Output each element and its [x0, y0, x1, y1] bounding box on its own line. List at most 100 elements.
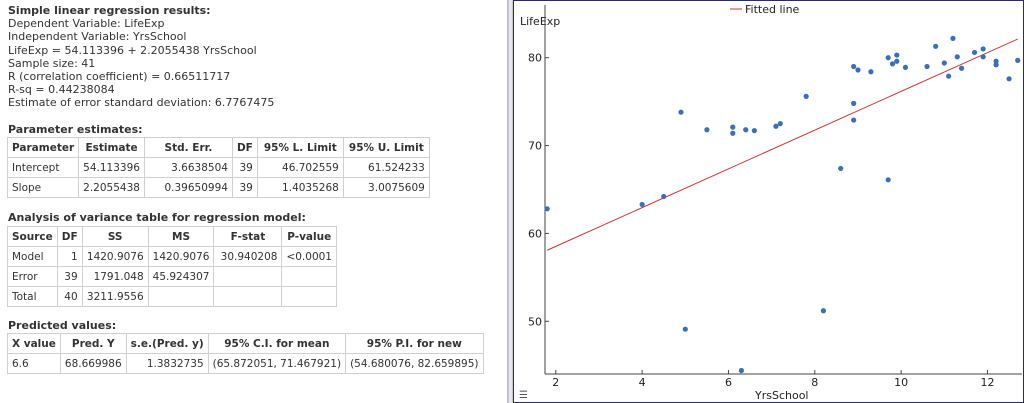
pane-splitter[interactable] [508, 0, 513, 403]
col-header: F-stat [213, 226, 283, 247]
scatter-plot: Fitted line LifeExp YrsSchool 2 4 6 8 10 12 50… [520, 3, 1022, 402]
data-point [1015, 57, 1021, 63]
table-header-row: Parameter Estimate Std. Err. DF 95% L. L… [6, 137, 430, 158]
table-header-row: Source DF SS MS F-stat P-value [7, 226, 337, 247]
data-point [661, 193, 667, 200]
data-point [855, 67, 861, 73]
col-header: Pred. Y [59, 333, 127, 354]
data-point [851, 63, 857, 70]
table-cell: 39 [56, 266, 83, 287]
param-title: Parameter estimates: [8, 123, 143, 136]
data-point [820, 308, 827, 314]
data-point [803, 93, 809, 99]
regression-equation: LifeExp = 54.113396 + 2.2055438 YrsSchoo… [8, 43, 257, 57]
data-point [924, 63, 930, 70]
table-cell: 1420.9076 [81, 246, 149, 267]
table-cell: 2.2055438 [78, 177, 145, 198]
col-header: P-value [281, 226, 337, 247]
menu-icon[interactable]: ☰ [519, 390, 528, 401]
table-row: Model 1 1420.9076 1420.9076 30.940208 <0… [7, 246, 337, 267]
data-point [894, 58, 900, 64]
table-cell: Total [7, 286, 58, 307]
table-row: 6.6 68.669986 1.3832735 (65.872051, 71.4… [7, 353, 484, 374]
data-point [946, 73, 952, 79]
table-cell: 6.6 [7, 353, 61, 374]
data-point [777, 121, 783, 127]
data-point [941, 60, 947, 66]
independent-variable: Independent Variable: YrsSchool [8, 30, 187, 44]
table-cell: 45.924307 [147, 266, 215, 287]
data-point [958, 65, 965, 71]
x-tick-label: 12 [980, 376, 994, 389]
col-header: DF [231, 137, 258, 158]
anova-table: Source DF SS MS F-stat P-value Model 1 1… [7, 226, 337, 307]
table-cell: 68.669986 [59, 353, 127, 374]
table-cell [147, 286, 215, 307]
results-panel: Simple linear regression results: Depend… [0, 0, 508, 403]
data-point [678, 109, 684, 115]
data-point [851, 100, 857, 106]
data-point [868, 69, 874, 75]
data-point [704, 127, 710, 133]
table-cell: 3.0075609 [342, 177, 430, 198]
param-table: Parameter Estimate Std. Err. DF 95% L. L… [6, 137, 430, 198]
table-cell: Slope [6, 177, 80, 198]
table-cell: 3211.9556 [81, 286, 149, 307]
data-point [885, 55, 891, 61]
regression-summary: Simple linear regression results: Depend… [8, 4, 274, 110]
table-cell: (65.872051, 71.467921) [207, 353, 347, 374]
table-cell: 1420.9076 [147, 246, 215, 267]
table-cell: 61.524233 [342, 157, 430, 178]
data-point [933, 43, 939, 49]
anova-title: Analysis of variance table for regressio… [8, 211, 306, 224]
col-header: s.e.(Pred. y) [125, 333, 209, 354]
table-header-row: X value Pred. Y s.e.(Pred. y) 95% C.I. f… [7, 333, 484, 354]
x-tick-label: 6 [725, 376, 732, 389]
summary-title: Simple linear regression results: [8, 4, 211, 17]
col-header: Estimate [78, 137, 145, 158]
table-cell [213, 286, 283, 307]
table-cell: 39 [231, 157, 258, 178]
y-tick-label: 70 [528, 140, 542, 153]
table-cell: 0.39650994 [143, 177, 233, 198]
data-point [954, 54, 960, 60]
data-point [993, 62, 999, 68]
data-point [889, 61, 896, 67]
data-point [773, 123, 779, 129]
table-cell: 1.3832735 [125, 353, 209, 374]
legend-label: Fitted line [745, 3, 800, 16]
sample-size: Sample size: 41 [8, 56, 96, 70]
table-cell [281, 266, 337, 287]
table-cell: 30.940208 [213, 246, 283, 267]
col-header: SS [81, 226, 149, 247]
scatter-plot-panel: Fitted line LifeExp YrsSchool 2 4 6 8 10 12 50… [513, 0, 1024, 403]
data-point [980, 46, 986, 52]
y-tick-label: 80 [528, 52, 542, 65]
data-point [1006, 76, 1012, 82]
col-header: DF [56, 226, 83, 247]
data-point [838, 165, 844, 172]
table-row: Slope 2.2055438 0.39650994 39 1.4035268 … [6, 177, 430, 198]
data-point [730, 130, 736, 136]
table-cell: 1 [56, 246, 83, 267]
table-cell: Model [7, 246, 58, 267]
y-tick-label: 60 [528, 227, 542, 240]
pred-title: Predicted values: [8, 319, 117, 332]
table-row: Total 40 3211.9556 [7, 286, 337, 307]
y-axis-label: LifeExp [520, 15, 560, 28]
table-cell: 46.702559 [256, 157, 344, 178]
table-cell: 1791.048 [81, 266, 149, 287]
table-cell: 3.6638504 [143, 157, 233, 178]
correlation-coefficient: R (correlation coefficient) = 0.66511717 [8, 70, 231, 84]
x-tick-label: 8 [811, 376, 818, 389]
data-point [544, 206, 550, 212]
axes: 2 4 6 8 10 12 50 60 70 80 [528, 5, 1022, 389]
error-std-dev: Estimate of error standard deviation: 6.… [8, 96, 275, 110]
col-header: MS [147, 226, 215, 247]
col-header: Parameter [6, 137, 80, 158]
table-cell: 1.4035268 [256, 177, 344, 198]
table-cell [281, 286, 337, 307]
data-point [738, 367, 745, 374]
table-cell [213, 266, 283, 287]
x-tick-label: 4 [639, 376, 646, 389]
